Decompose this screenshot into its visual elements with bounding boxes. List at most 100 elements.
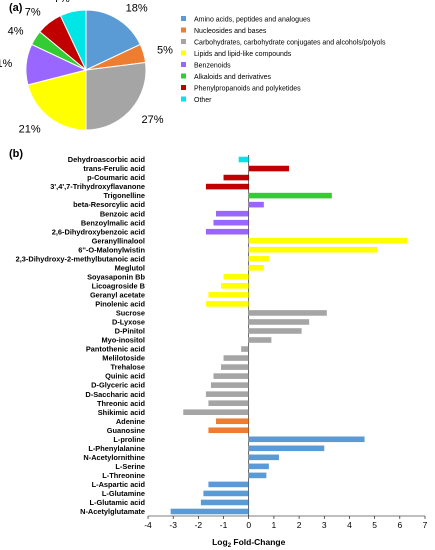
- bar-label-22: Melilotoside: [102, 354, 145, 363]
- bar-label-10: 6''-O-Malonylwistin: [78, 245, 145, 254]
- bar-label-35: L-Threonine: [102, 471, 145, 480]
- bar-25: [210, 382, 249, 388]
- pie-label-7: 7%: [54, 0, 70, 5]
- bar-label-28: Shikimic acid: [98, 408, 146, 417]
- bar-label-23: Trehalose: [110, 363, 145, 372]
- x-tick-label-7: 3: [322, 520, 327, 530]
- bar-36: [208, 481, 249, 488]
- pie-label-6: 7%: [25, 7, 41, 19]
- legend-entry-2: Carbohydrates, carbohydrate conjugates a…: [194, 40, 386, 47]
- x-tick-label-0: -4: [144, 520, 152, 530]
- bar-5: [248, 201, 264, 208]
- bar-34: [248, 463, 269, 470]
- bar-37: [203, 490, 249, 497]
- legend-swatch-1: [181, 27, 186, 33]
- bar-label-38: L-Glutamic acid: [90, 498, 146, 507]
- pie-label-0: 18%: [126, 3, 148, 15]
- bar-14: [221, 283, 249, 289]
- bar-33: [248, 454, 279, 461]
- bar-label-0: Dehydroascorbic acid: [68, 155, 146, 164]
- bar-label-7: Benzoylmalic acid: [81, 218, 146, 227]
- bar-29: [215, 418, 249, 425]
- legend-swatch-3: [181, 50, 186, 56]
- bar-10: [248, 246, 378, 253]
- bar-label-4: Trigonelline: [104, 191, 145, 200]
- bar-9: [248, 237, 408, 244]
- bar-label-21: Pantothenic acid: [86, 345, 146, 354]
- pie-label-5: 4%: [8, 25, 24, 37]
- bar-3: [205, 183, 249, 190]
- pie-label-2: 27%: [142, 114, 164, 126]
- pie-label-4: 11%: [0, 58, 13, 70]
- bar-label-5: beta-Resorcylic acid: [73, 200, 145, 209]
- bar-label-33: N-Acetylornithine: [83, 453, 145, 462]
- bar-label-11: 2,3-Dihydroxy-2-methylbutanoic acid: [16, 254, 146, 263]
- bar-15: [208, 292, 249, 298]
- bar-38: [200, 499, 249, 506]
- bar-label-13: Soyasaponin Bb: [87, 272, 145, 281]
- bar-label-25: D-Glyceric acid: [91, 381, 145, 390]
- x-tick-label-6: 2: [297, 520, 302, 530]
- x-tick-label-5: 1: [272, 520, 277, 530]
- bar-label-36: L-Aspartic acid: [92, 480, 146, 489]
- bar-label-30: Guanosine: [107, 426, 145, 435]
- bar-31: [248, 436, 365, 443]
- bar-32: [248, 445, 325, 452]
- panel-a-label: (a): [9, 2, 23, 14]
- bar-24: [213, 373, 249, 379]
- pie-slice-0: [85, 9, 141, 71]
- bar-label-27: Threonic acid: [97, 399, 146, 408]
- bar-17: [248, 310, 327, 316]
- legend-swatch-5: [181, 73, 186, 79]
- legend-entry-0: Amino acids, peptides and analogues: [194, 17, 311, 24]
- legend-swatch-0: [181, 16, 186, 21]
- x-tick-label-10: 6: [397, 520, 402, 530]
- bar-label-37: L-Glutamine: [102, 489, 145, 498]
- bar-label-24: Quinic acid: [105, 372, 145, 381]
- bar-21: [241, 346, 249, 352]
- bar-label-6: Benzoic acid: [100, 209, 146, 218]
- x-tick-label-11: 7: [423, 520, 428, 530]
- bar-label-31: L-proline: [113, 435, 145, 444]
- bar-label-39: N-Acetylglutamate: [80, 507, 145, 516]
- bar-16: [205, 301, 249, 307]
- bar-label-16: Pinolenic acid: [95, 300, 145, 309]
- pie-slice-7: [59, 9, 87, 71]
- bar-2: [223, 174, 249, 181]
- x-tick-label-1: -3: [169, 520, 177, 530]
- x-tick-label-3: -1: [220, 520, 228, 530]
- bar-label-1: trans-Ferulic acid: [83, 164, 145, 173]
- bar-39: [170, 508, 249, 515]
- pie-label-3: 21%: [19, 123, 41, 135]
- panel-b-label: (b): [9, 148, 24, 160]
- bar-6: [215, 210, 249, 217]
- bar-label-32: L-Phenylalanine: [88, 444, 145, 453]
- legend-entry-7: Other: [194, 97, 212, 104]
- x-tick-label-8: 4: [347, 520, 352, 530]
- bar-label-9: Geranyllinalool: [92, 236, 145, 245]
- bar-label-2: p-Coumaric acid: [87, 173, 145, 182]
- bar-22: [223, 355, 249, 361]
- bar-30: [208, 427, 249, 434]
- bar-4: [248, 192, 332, 199]
- bar-28: [183, 409, 249, 416]
- bar-label-14: Licoagroside B: [92, 281, 145, 290]
- bar-20: [248, 337, 272, 343]
- x-axis-label: Log2 Fold-Change: [212, 537, 285, 549]
- pie-slice-3: [27, 69, 87, 131]
- bar-label-8: 2,6-Dihydroxybenzoic acid: [52, 227, 146, 236]
- bar-label-26: D-Saccharic acid: [85, 390, 145, 399]
- bar-26: [205, 391, 249, 397]
- bar-1: [248, 165, 290, 172]
- bar-label-19: D-Pinitol: [115, 327, 145, 336]
- bar-7: [213, 219, 249, 226]
- bar-12: [248, 265, 264, 271]
- bar-27: [208, 400, 249, 406]
- pie-chart: 18%5%27%21%11%4%7%7%Amino acids, peptide…: [0, 0, 386, 135]
- legend-entry-5: Alkaloids and derivatives: [194, 74, 272, 81]
- bar-11: [248, 255, 269, 262]
- bar-label-20: Myo-inositol: [101, 336, 145, 345]
- bar-8: [205, 228, 249, 235]
- bar-label-15: Geranyl acetate: [90, 290, 145, 299]
- x-tick-label-4: 0: [246, 520, 251, 530]
